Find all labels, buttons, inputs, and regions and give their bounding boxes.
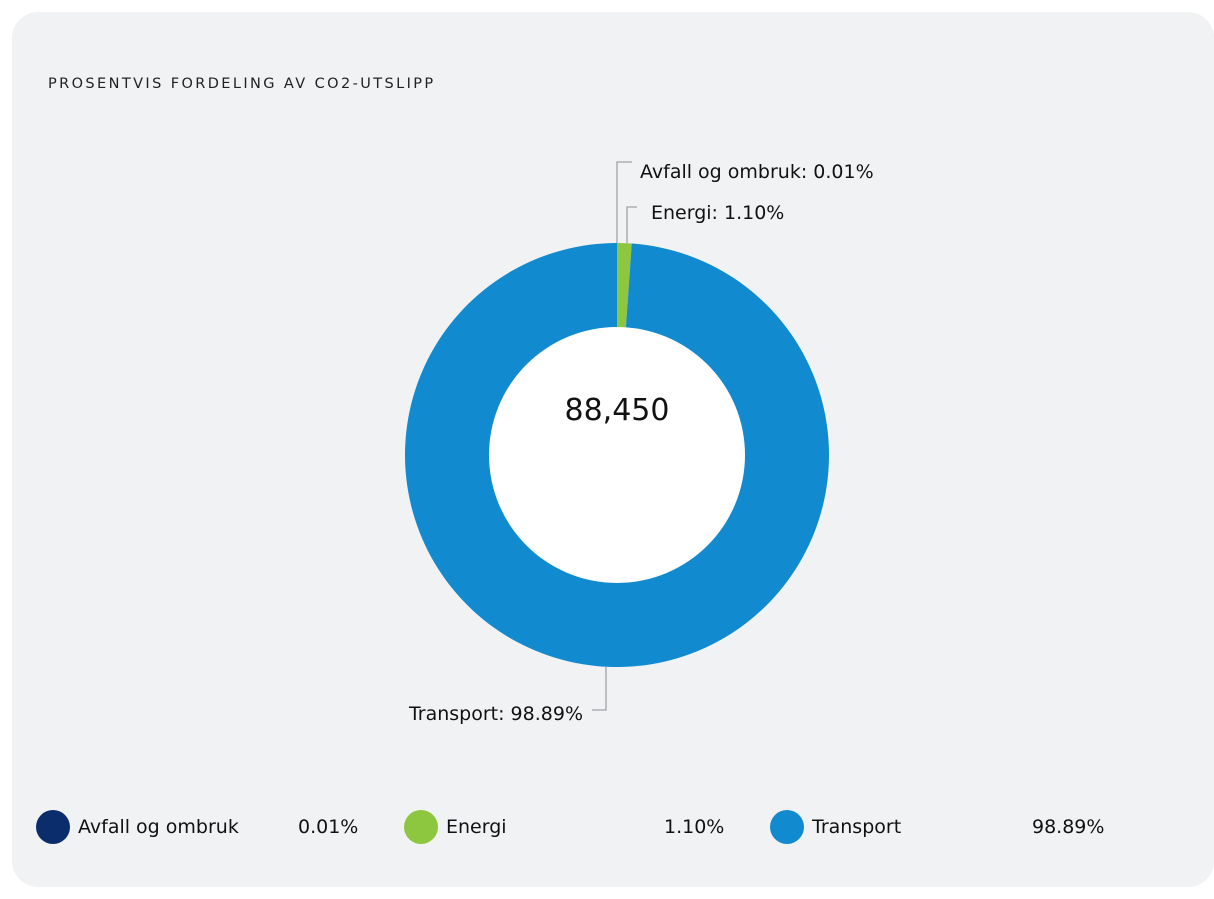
legend-value-avfall: 0.01% [298, 816, 359, 838]
chart-title: PROSENTVIS FORDELING AV CO2-UTSLIPP [48, 76, 436, 92]
callout-energi-label: Energi: 1.10% [651, 202, 784, 224]
legend-label-energi: Energi [446, 816, 507, 838]
legend-label-avfall: Avfall og ombruk [78, 816, 239, 838]
callout-avfall-label: Avfall og ombruk: 0.01% [640, 161, 874, 183]
callout-transport-label: Transport: 98.89% [408, 703, 583, 725]
donut-hole [489, 327, 745, 583]
callout-transport-leader [592, 667, 607, 711]
legend-swatch-transport [770, 810, 804, 844]
legend-value-energi: 1.10% [664, 816, 725, 838]
callout-energi-leader [626, 206, 637, 243]
legend-value-transport: 98.89% [1032, 816, 1105, 838]
callout-avfall-leader [616, 161, 632, 243]
center-total-value: 88,450 [565, 393, 670, 428]
legend-swatch-avfall [36, 810, 70, 844]
legend: Avfall og ombruk 0.01% Energi 1.10% Tran… [36, 810, 1196, 844]
legend-label-transport: Transport [812, 816, 902, 838]
legend-swatch-energi [404, 810, 438, 844]
